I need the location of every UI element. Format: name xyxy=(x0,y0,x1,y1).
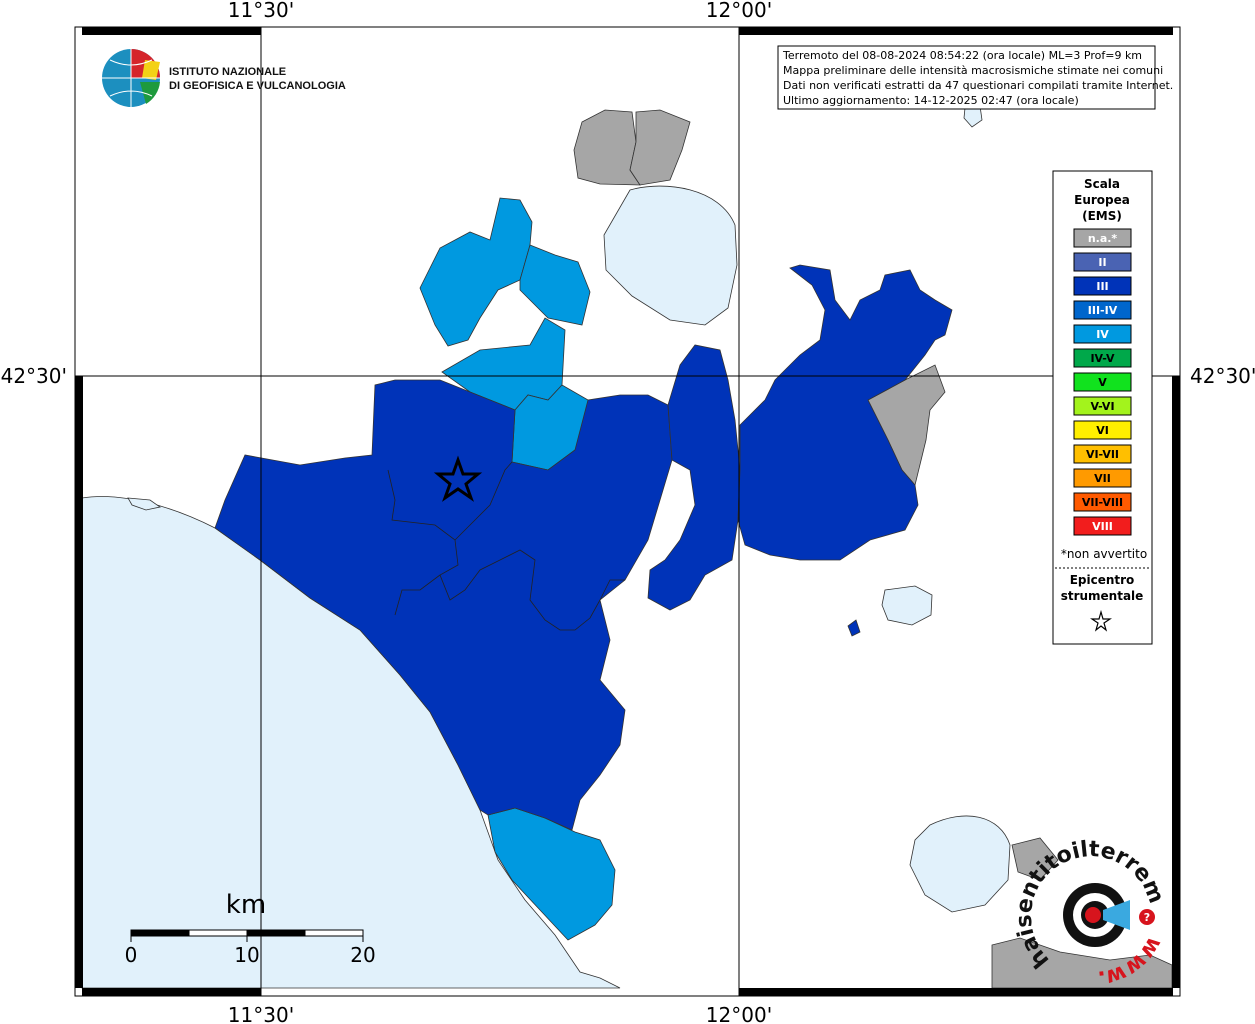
lat-label-left: 42°30' xyxy=(1,364,67,388)
logo-line-2: DI GEOFISICA E VULCANOLOGIA xyxy=(169,80,346,92)
legend-swatch xyxy=(1073,420,1132,440)
scale-bar: km 0 10 20 xyxy=(125,890,376,967)
scale-seg-3 xyxy=(246,929,306,937)
municipality-iii-main xyxy=(214,379,673,831)
lake-bracciano xyxy=(909,815,1011,913)
brand-question-mark: ? xyxy=(1144,911,1150,924)
info-box: Terremoto del 08-08-2024 08:54:22 (ora l… xyxy=(777,45,1173,110)
legend-swatch-label: VII-VIII xyxy=(1082,496,1123,509)
municipality-iv-north-2 xyxy=(519,244,591,326)
lon-label-top-2: 12°00' xyxy=(706,0,772,22)
frame-tick-top-left xyxy=(82,27,261,35)
lake-bolsena xyxy=(603,185,738,326)
lat-label-right: 42°30' xyxy=(1190,364,1255,388)
info-line-3: Dati non verificati estratti da 47 quest… xyxy=(783,79,1173,92)
info-line-1: Terremoto del 08-08-2024 08:54:22 (ora l… xyxy=(782,49,1142,62)
legend-swatch-label: IV xyxy=(1096,328,1109,341)
legend-title-3: (EMS) xyxy=(1082,209,1122,223)
legend-epi-1: Epicentro xyxy=(1070,573,1135,587)
frame-tick-bottom-left xyxy=(82,988,261,996)
frame-tick-bottom-right xyxy=(739,988,1173,996)
ingv-logo: ISTITUTO NAZIONALE DI GEOFISICA E VULCAN… xyxy=(102,49,346,107)
legend-swatch xyxy=(1073,444,1132,464)
scale-bar-unit: km xyxy=(226,890,266,920)
globe-segment-green xyxy=(140,82,160,104)
brand-red-dot xyxy=(1085,907,1101,923)
municipality-iii-east xyxy=(737,264,953,561)
legend-swatch-label: VI xyxy=(1096,424,1109,437)
info-line-4: Ultimo aggiornamento: 14-12-2025 02:47 (… xyxy=(783,94,1079,107)
scale-label-0: 0 xyxy=(125,943,138,967)
legend-swatch xyxy=(1073,348,1132,368)
sea-islet xyxy=(127,497,161,511)
legend-swatch-label: V-VI xyxy=(1090,400,1114,413)
logo-line-1: ISTITUTO NAZIONALE xyxy=(169,66,286,78)
legend-swatch-label: VIII xyxy=(1092,520,1113,533)
brand-megaphone-icon xyxy=(1103,900,1130,930)
municipality-iii-dot xyxy=(847,619,861,637)
info-box-border xyxy=(777,45,1156,110)
municipality-na-southeast xyxy=(1011,837,1059,881)
globe-segment-yellow xyxy=(142,60,160,80)
scale-seg-1 xyxy=(130,929,190,937)
legend-swatch-label: III-IV xyxy=(1088,304,1118,317)
scale-label-10: 10 xyxy=(234,943,259,967)
epicenter-star xyxy=(433,455,483,502)
frame-tick-top-right xyxy=(739,27,1173,35)
municipal-borders xyxy=(387,461,625,631)
municipality-iii-central xyxy=(647,344,741,611)
legend-swatch xyxy=(1073,324,1132,344)
municipality-na-north-1 xyxy=(573,109,641,186)
info-line-2: Mappa preliminare delle intensità macros… xyxy=(783,64,1163,77)
legend-star-icon xyxy=(1090,609,1112,632)
frame-tick-right xyxy=(1172,376,1180,988)
legend-swatch-label: III xyxy=(1096,280,1108,293)
lon-label-bottom-2: 12°00' xyxy=(706,1003,772,1024)
legend-swatch xyxy=(1073,492,1132,512)
scale-seg-4 xyxy=(304,929,364,937)
lake-small-east xyxy=(881,585,933,626)
legend-items: n.a.*IIIIIIII-IVIVIV-VVV-VIVIVI-VIIVIIVI… xyxy=(1073,228,1132,536)
legend-swatch xyxy=(1073,468,1132,488)
legend-swatch-label: V xyxy=(1098,376,1107,389)
legend-swatch xyxy=(1073,300,1132,320)
globe-grid xyxy=(102,49,160,107)
legend-swatch xyxy=(1073,228,1132,248)
legend-swatch xyxy=(1073,396,1132,416)
scale-seg-2 xyxy=(188,929,248,937)
frame-tick-left xyxy=(75,376,83,988)
legend-title-1: Scala xyxy=(1084,177,1120,191)
legend: Scala Europea (EMS) n.a.*IIIIIIII-IVIVIV… xyxy=(1052,170,1153,645)
legend-swatch-label: IV-V xyxy=(1090,352,1115,365)
legend-note: *non avvertito xyxy=(1061,547,1147,561)
legend-epi-2: strumentale xyxy=(1061,589,1144,603)
legend-swatch xyxy=(1073,372,1132,392)
scale-label-20: 20 xyxy=(350,943,375,967)
legend-title-2: Europea xyxy=(1074,193,1130,207)
legend-swatch xyxy=(1073,516,1132,536)
brand-question-icon xyxy=(1139,909,1155,925)
legend-swatch xyxy=(1073,276,1132,296)
legend-swatch-label: VII xyxy=(1094,472,1111,485)
lon-label-top-1: 11°30' xyxy=(228,0,294,22)
legend-swatch-label: II xyxy=(1098,256,1106,269)
legend-swatch xyxy=(1073,252,1132,272)
legend-swatch-label: VI-VII xyxy=(1086,448,1119,461)
municipality-na-north-2 xyxy=(629,109,691,186)
lon-label-bottom-1: 11°30' xyxy=(228,1003,294,1024)
legend-swatch-label: n.a.* xyxy=(1088,232,1118,245)
